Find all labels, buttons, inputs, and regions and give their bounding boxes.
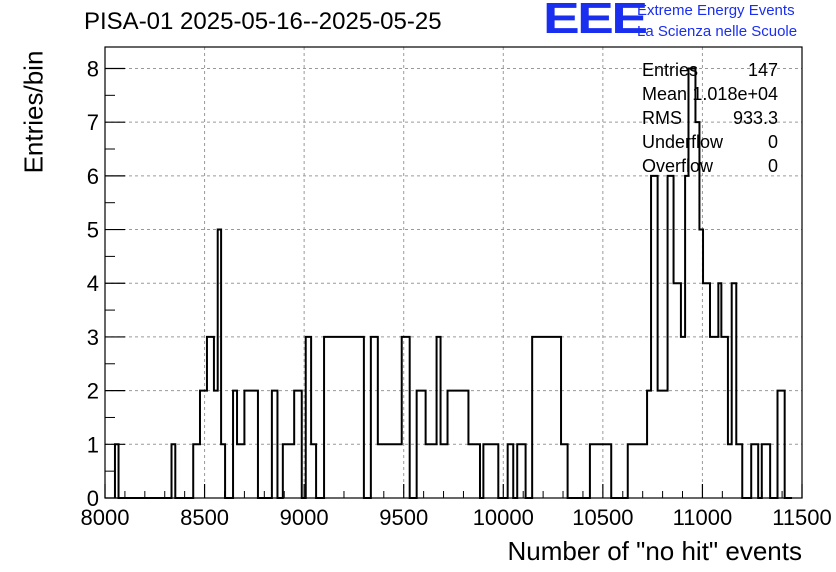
- histogram-step-line: [113, 67, 793, 499]
- plot-title: PISA-01 2025-05-16--2025-05-25: [84, 8, 442, 35]
- y-tick-label: 2: [87, 379, 99, 404]
- y-tick-label: 0: [87, 486, 99, 511]
- x-tick-label: 9500: [379, 505, 428, 530]
- eee-logo: EEE: [543, 0, 648, 43]
- x-tick-label: 9000: [280, 505, 329, 530]
- y-tick-label: 7: [87, 110, 99, 135]
- y-tick-label: 6: [87, 164, 99, 189]
- stat-rms-label: RMS: [642, 108, 682, 128]
- x-tick-label: 10000: [473, 505, 534, 530]
- x-tick-label: 8000: [81, 505, 130, 530]
- logo-caption-line2: La Scienza nelle Scuole: [637, 23, 798, 40]
- stat-entries: Entries 147: [642, 58, 778, 82]
- stat-rms-value: 933.3: [732, 108, 778, 128]
- x-tick-label: 11500: [772, 505, 832, 530]
- tick-labels: 8000 8500 9000 9500 10000 10500 11000 115000123…: [81, 56, 832, 530]
- stat-underflow: Underflow 0: [642, 130, 778, 154]
- y-tick-label: 8: [87, 56, 99, 81]
- y-tick-label: 3: [87, 325, 99, 350]
- stat-overflow: Overflow 0: [642, 154, 778, 178]
- stat-entries-value: 147: [747, 60, 778, 80]
- stat-mean-value: 1.018e+04: [692, 84, 778, 104]
- stat-entries-label: Entries: [642, 60, 699, 80]
- y-tick-label: 5: [87, 218, 99, 243]
- stat-mean: Mean 1.018e+04: [642, 82, 778, 106]
- stat-overflow-label: Overflow: [642, 156, 714, 176]
- stats-box: Entries 147 Mean 1.018e+04 RMS 933.3 Und…: [642, 58, 778, 178]
- y-tick-label: 1: [87, 432, 99, 457]
- stat-underflow-label: Underflow: [642, 132, 724, 152]
- x-tick-label: 8500: [180, 505, 229, 530]
- stat-overflow-value: 0: [767, 156, 778, 176]
- y-tick-label: 4: [87, 271, 99, 296]
- stat-mean-label: Mean: [642, 84, 688, 104]
- plot-frame: [104, 46, 803, 499]
- stat-rms: RMS 933.3: [642, 106, 778, 130]
- stat-underflow-value: 0: [767, 132, 778, 152]
- x-tick-label: 11000: [673, 505, 733, 530]
- x-axis-label: Number of "no hit" events: [507, 536, 803, 566]
- logo-caption-line1: Extreme Energy Events: [637, 2, 795, 19]
- y-axis-label: Entries/bin: [18, 50, 49, 174]
- x-tick-label: 10500: [572, 505, 633, 530]
